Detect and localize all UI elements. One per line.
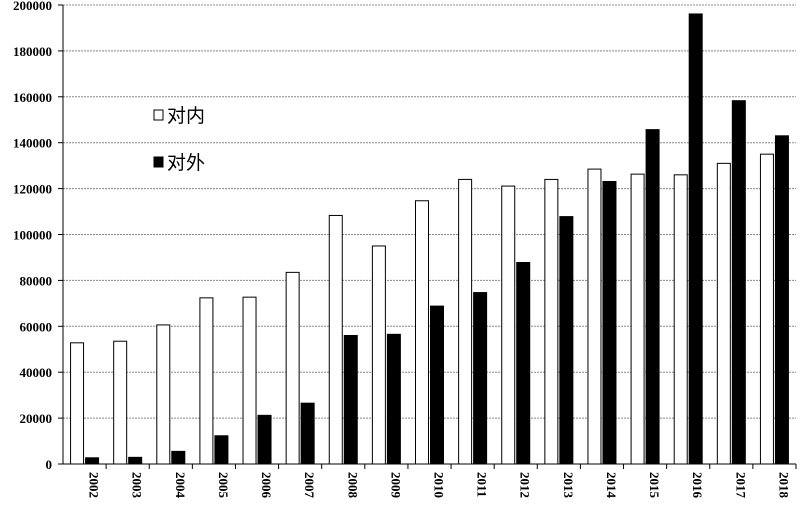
y-tick-label: 140000	[13, 136, 52, 151]
bar-outer	[343, 334, 358, 465]
y-tick-label: 0	[46, 457, 53, 472]
y-tick-label: 120000	[13, 182, 52, 197]
x-tick-label: 2005	[216, 472, 231, 499]
bar-inner	[285, 271, 300, 465]
y-tick-label: 200000	[13, 0, 52, 13]
bar-inner	[199, 297, 214, 465]
bar-outer	[602, 180, 617, 465]
legend-swatch-outer	[153, 156, 164, 168]
x-tick-label: 2018	[776, 472, 791, 499]
y-tick-label: 100000	[13, 228, 52, 243]
y-tick-label: 80000	[20, 273, 53, 288]
x-tick-label: 2012	[518, 472, 533, 498]
x-tick-label: 2007	[302, 472, 317, 499]
bar-inner	[759, 153, 774, 465]
y-tick-label: 60000	[20, 319, 53, 334]
bar-inner	[630, 173, 645, 465]
bar-inner	[242, 296, 257, 465]
x-tick-label: 2017	[733, 472, 748, 499]
x-tick-label: 2008	[345, 472, 360, 499]
bar-inner	[716, 162, 731, 465]
x-tick-label: 2010	[432, 472, 447, 498]
y-tick-labels: 0 20000 40000 60000 80000 100000 120000 140000 1…	[13, 0, 52, 472]
bar-inner	[156, 324, 171, 465]
bar-outer	[774, 135, 789, 465]
bars	[70, 13, 789, 465]
x-tick-label: 2009	[388, 472, 403, 499]
x-tick-label: 2013	[561, 472, 576, 499]
y-tick-label: 40000	[20, 365, 53, 380]
bar-outer	[386, 333, 401, 465]
bar-outer	[171, 450, 186, 465]
bar-outer	[300, 402, 315, 465]
bar-outer	[559, 216, 574, 465]
legend-swatch-inner	[153, 109, 164, 121]
y-tick-label: 20000	[20, 411, 53, 426]
bar-outer	[128, 456, 143, 465]
bar-outer	[731, 100, 746, 465]
bar-inner	[371, 245, 386, 465]
x-tick-label: 2002	[87, 472, 102, 498]
y-tick-label: 180000	[13, 44, 52, 59]
bar-outer	[257, 414, 272, 465]
bar-outer	[473, 292, 488, 465]
bar-inner	[587, 168, 602, 465]
bar-inner	[501, 185, 516, 465]
bar-outer	[645, 129, 660, 465]
y-tick-label: 160000	[13, 90, 52, 105]
bar-inner	[673, 174, 688, 465]
bar-inner	[458, 178, 473, 465]
bar-outer	[688, 13, 703, 465]
bar-outer	[85, 457, 100, 465]
x-tick-label: 2011	[475, 472, 490, 497]
bar-outer	[516, 261, 531, 465]
legend: 对内 对外	[153, 105, 205, 174]
x-tick-label: 2003	[130, 472, 145, 499]
bar-outer	[214, 435, 229, 465]
x-tick-label: 2016	[690, 472, 705, 499]
legend-label-inner: 对内	[167, 105, 205, 127]
bar-inner	[113, 340, 128, 465]
bar-inner	[70, 342, 85, 465]
axes	[62, 5, 797, 469]
x-tick-label: 2004	[173, 472, 188, 499]
bar-inner	[415, 200, 429, 465]
x-tick-label: 2014	[604, 472, 619, 499]
x-tick-label: 2006	[259, 472, 274, 499]
x-tick-label: 2015	[647, 472, 662, 499]
legend-label-outer: 对外	[167, 152, 205, 174]
bar-outer	[430, 305, 444, 465]
bar-inner	[328, 214, 343, 465]
bar-inner	[544, 178, 559, 465]
x-tick-labels: 2002 2003 2004 2005 2006 2007 2008 2009 2010 2011…	[87, 472, 792, 499]
